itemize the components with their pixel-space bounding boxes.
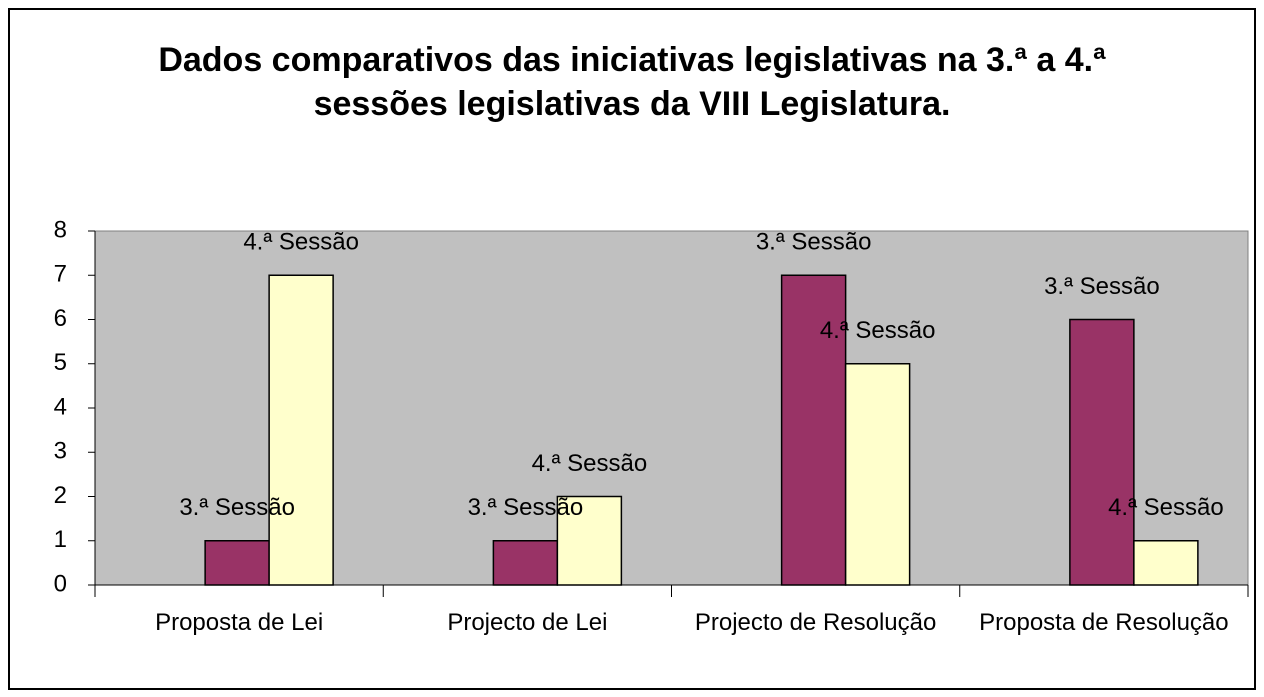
y-tick-label: 7 (54, 261, 67, 288)
x-tick-label: Proposta de Resolução (979, 609, 1229, 636)
x-tick-label: Projecto de Resolução (694, 609, 937, 636)
bar (844, 363, 911, 586)
bar (492, 540, 559, 586)
bar (556, 495, 623, 586)
y-tick-label: 2 (54, 482, 67, 509)
y-tick-label: 4 (54, 393, 67, 420)
y-tick-label: 3 (54, 438, 67, 465)
bar (268, 274, 334, 586)
y-tick-label: 5 (54, 349, 67, 376)
x-tick-label: Proposta de Lei (155, 609, 324, 636)
x-tick-label: Projecto de Lei (447, 609, 608, 636)
data-label: 3.ª Sessão (756, 229, 872, 256)
bar (1069, 318, 1135, 586)
data-label: 4.ª Sessão (820, 317, 936, 344)
data-label: 3.ª Sessão (1044, 273, 1160, 300)
chart-title: Dados comparativos das iniciativas legis… (158, 41, 1106, 123)
y-tick-label: 8 (54, 216, 67, 243)
y-tick-label: 1 (54, 526, 67, 553)
data-label: 3.ª Sessão (468, 494, 584, 521)
y-tick-label: 0 (54, 570, 67, 597)
data-label: 4.ª Sessão (1108, 494, 1224, 521)
y-tick-label: 6 (54, 305, 67, 332)
bar (780, 274, 847, 586)
data-label: 3.ª Sessão (179, 494, 295, 521)
bar (204, 540, 270, 586)
data-label: 4.ª Sessão (243, 229, 359, 256)
bar (1133, 540, 1199, 586)
data-label: 4.ª Sessão (532, 450, 648, 477)
